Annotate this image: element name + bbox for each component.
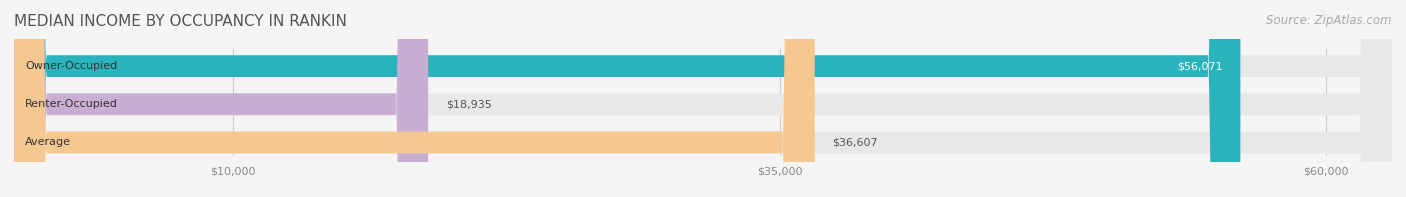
FancyBboxPatch shape [14,0,1392,197]
FancyBboxPatch shape [14,0,1392,197]
Text: MEDIAN INCOME BY OCCUPANCY IN RANKIN: MEDIAN INCOME BY OCCUPANCY IN RANKIN [14,14,347,29]
Text: Renter-Occupied: Renter-Occupied [25,99,118,109]
Text: Source: ZipAtlas.com: Source: ZipAtlas.com [1267,14,1392,27]
FancyBboxPatch shape [14,0,814,197]
Text: Average: Average [25,138,70,148]
FancyBboxPatch shape [14,0,429,197]
Text: $36,607: $36,607 [832,138,877,148]
Text: $56,071: $56,071 [1177,61,1223,71]
FancyBboxPatch shape [14,0,1392,197]
FancyBboxPatch shape [14,0,1240,197]
Text: $18,935: $18,935 [446,99,492,109]
Text: Owner-Occupied: Owner-Occupied [25,61,117,71]
